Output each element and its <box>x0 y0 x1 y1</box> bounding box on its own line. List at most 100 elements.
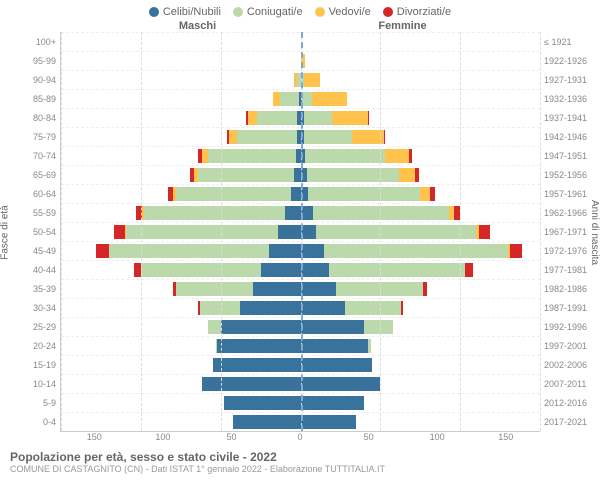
female-header: Femmine <box>300 20 540 32</box>
bar-segment <box>384 130 386 144</box>
birth-labels-column: ≤ 19211922-19261927-19311932-19361937-19… <box>540 32 590 432</box>
bar-segment <box>304 73 320 87</box>
bar-segment <box>329 263 465 277</box>
bar-segment <box>233 415 300 429</box>
bar-segment <box>479 225 490 239</box>
female-bar <box>301 263 541 277</box>
birth-label: 2007-2011 <box>540 375 590 394</box>
male-bar <box>61 206 301 220</box>
legend-swatch <box>149 7 159 17</box>
gridline <box>380 32 381 431</box>
bar-segment <box>229 130 237 144</box>
age-label: 70-74 <box>10 146 60 165</box>
birth-label: 1947-1951 <box>540 146 590 165</box>
plot-area <box>60 32 540 432</box>
male-bar <box>61 282 301 296</box>
male-bar <box>61 225 301 239</box>
bar-segment <box>305 149 385 163</box>
birth-label: 1957-1961 <box>540 184 590 203</box>
female-bar <box>301 149 541 163</box>
age-label: 20-24 <box>10 337 60 356</box>
footer: Popolazione per età, sesso e stato civil… <box>0 442 600 474</box>
birth-label: 1927-1931 <box>540 70 590 89</box>
age-labels-column: 100+95-9990-9485-8980-8475-7970-7465-696… <box>10 32 60 432</box>
bar-segment <box>301 339 368 353</box>
bar-segment <box>96 244 109 258</box>
bar-segment <box>301 415 357 429</box>
bar-segment <box>237 130 298 144</box>
bar-segment <box>345 301 401 315</box>
female-bar <box>301 320 541 334</box>
female-bar <box>301 301 541 315</box>
female-bar <box>301 206 541 220</box>
bar-segment <box>301 377 381 391</box>
male-bar <box>61 396 301 410</box>
bar-segment <box>364 320 393 334</box>
legend-label: Coniugati/e <box>247 6 303 18</box>
female-bar <box>301 396 541 410</box>
legend-swatch <box>315 7 325 17</box>
age-label: 25-29 <box>10 318 60 337</box>
bar-segment <box>301 301 346 315</box>
age-label: 75-79 <box>10 127 60 146</box>
x-tick: 50 <box>334 432 403 442</box>
age-label: 95-99 <box>10 51 60 70</box>
male-bar <box>61 73 301 87</box>
birth-label: 1962-1966 <box>540 203 590 222</box>
bar-segment <box>291 187 301 201</box>
female-bar <box>301 187 541 201</box>
birth-label: 2017-2021 <box>540 413 590 432</box>
birth-label: 1942-1946 <box>540 127 590 146</box>
female-bar <box>301 339 541 353</box>
male-bar <box>61 111 301 125</box>
bar-segment <box>302 92 312 106</box>
bar-segment <box>430 187 435 201</box>
bar-segment <box>352 130 384 144</box>
bar-segment <box>308 187 420 201</box>
male-bar <box>61 92 301 106</box>
age-label: 85-89 <box>10 89 60 108</box>
y-axis-right-label: Anni di nascita <box>590 32 600 432</box>
age-label: 5-9 <box>10 394 60 413</box>
male-header: Maschi <box>60 20 300 32</box>
bar-segment <box>261 263 301 277</box>
female-bar <box>301 244 541 258</box>
gridline <box>460 32 461 431</box>
pyramid-chart: Fasce di età 100+95-9990-9485-8980-8475-… <box>0 32 600 432</box>
male-bar <box>61 168 301 182</box>
bar-segment <box>114 225 125 239</box>
age-label: 55-59 <box>10 203 60 222</box>
age-label: 65-69 <box>10 165 60 184</box>
bar-segment <box>202 377 301 391</box>
birth-label: 1977-1981 <box>540 261 590 280</box>
male-bar <box>61 130 301 144</box>
male-bar <box>61 377 301 391</box>
bar-segment <box>420 187 430 201</box>
bar-segment <box>401 301 403 315</box>
bar-segment <box>176 282 253 296</box>
bar-segment <box>176 187 291 201</box>
chart-subtitle: COMUNE DI CASTAGNITO (CN) - Dati ISTAT 1… <box>10 464 590 474</box>
female-bar <box>301 377 541 391</box>
male-bar <box>61 54 301 68</box>
x-tick: 100 <box>403 432 472 442</box>
female-bar <box>301 73 541 87</box>
birth-label: 1982-1986 <box>540 280 590 299</box>
x-tick: 150 <box>471 432 540 442</box>
birth-label: 1952-1956 <box>540 165 590 184</box>
male-bar <box>61 244 301 258</box>
female-bar <box>301 111 541 125</box>
male-bar <box>61 339 301 353</box>
bar-segment <box>285 206 301 220</box>
birth-label: 2012-2016 <box>540 394 590 413</box>
legend-item: Celibi/Nubili <box>149 6 221 18</box>
birth-label: 1922-1926 <box>540 51 590 70</box>
legend-item: Vedovi/e <box>315 6 371 18</box>
gridline <box>540 32 541 431</box>
female-bar <box>301 92 541 106</box>
bar-segment <box>198 168 294 182</box>
bar-segment <box>269 244 301 258</box>
age-label: 90-94 <box>10 70 60 89</box>
center-line <box>301 32 303 431</box>
bar-segment <box>368 339 371 353</box>
